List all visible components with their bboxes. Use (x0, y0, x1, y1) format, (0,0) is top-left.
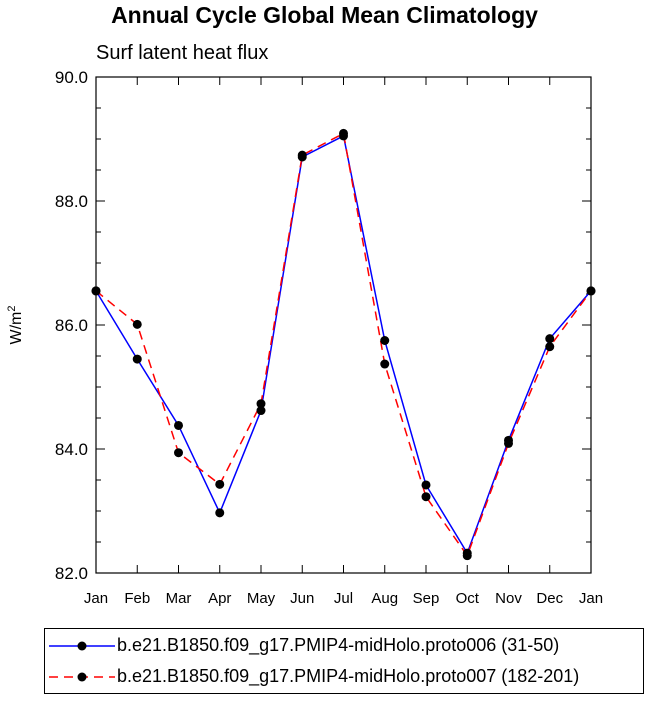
x-tick-label: Jan (84, 590, 108, 607)
chart-title: Annual Cycle Global Mean Climatology (111, 2, 538, 28)
plot-axes: 82.0 84.0 86.0 88.0 90.0 Jan Feb Mar Apr May Jun Ju… (55, 68, 603, 607)
data-point-series-2 (91, 286, 101, 296)
data-point-series-1 (174, 420, 183, 430)
x-tick-label: Mar (166, 590, 192, 607)
series-line-1 (95, 134, 592, 555)
x-tick-label: Jun (290, 590, 314, 607)
data-point-series-2 (504, 438, 513, 448)
y-tick-label: 90.0 (55, 68, 88, 87)
y-tick-label: 82.0 (55, 564, 88, 583)
y-tick-label: 84.0 (55, 440, 88, 459)
y-axis-label: W/m2 (6, 306, 25, 345)
line-chart: 82.0 84.0 86.0 88.0 90.0 Jan Feb Mar Apr May Jun Ju… (6, 68, 603, 607)
data-point-series-2 (215, 479, 225, 489)
x-tick-label: Nov (495, 590, 522, 607)
data-point-series-2 (174, 448, 183, 458)
x-tick-label: Aug (371, 590, 398, 607)
chart-subtitle: Surf latent heat flux (96, 42, 269, 64)
x-tick-label: Oct (456, 590, 480, 607)
data-point-series-2 (586, 286, 596, 296)
data-point-series-2 (545, 342, 555, 352)
series-layer (91, 128, 596, 561)
data-point-series-1 (380, 336, 390, 345)
x-tick-label: Apr (208, 590, 231, 607)
x-tick-label: Feb (124, 590, 150, 607)
data-point-series-2 (380, 359, 390, 369)
data-point-series-2 (132, 319, 142, 329)
x-tick-label: Sep (413, 590, 440, 607)
x-tick-label: Dec (536, 590, 563, 607)
x-tick-label: May (247, 590, 276, 607)
series-line-2 (95, 132, 592, 558)
data-point-series-2 (462, 551, 472, 561)
legend-label-series-1: b.e21.B1850.f09_g17.PMIP4-midHolo.proto0… (117, 635, 560, 655)
legend-swatch-series-1 (49, 641, 115, 651)
plot-frame (95, 76, 592, 574)
data-point-series-1 (132, 354, 142, 364)
data-point-series-2 (256, 399, 266, 409)
y-tick-label: 88.0 (55, 192, 88, 211)
legend: b.e21.B1850.f09_g17.PMIP4-midHolo.proto0… (44, 628, 644, 694)
legend-entry-series-1: b.e21.B1850.f09_g17.PMIP4-midHolo.proto0… (45, 632, 643, 660)
legend-entry-series-2: b.e21.B1850.f09_g17.PMIP4-midHolo.proto0… (45, 663, 643, 691)
x-tick-label: Jan (579, 590, 603, 607)
legend-swatch-series-2 (49, 672, 115, 682)
y-tick-label: 86.0 (55, 316, 88, 335)
data-point-series-1 (421, 480, 431, 490)
legend-label-series-2: b.e21.B1850.f09_g17.PMIP4-midHolo.proto0… (117, 666, 580, 686)
data-point-series-1 (545, 334, 555, 344)
data-point-series-2 (297, 150, 307, 160)
data-point-series-1 (256, 406, 266, 416)
data-point-series-2 (421, 492, 431, 502)
x-tick-label: Jul (334, 590, 353, 607)
data-point-series-1 (215, 508, 225, 518)
data-point-series-2 (339, 128, 348, 138)
